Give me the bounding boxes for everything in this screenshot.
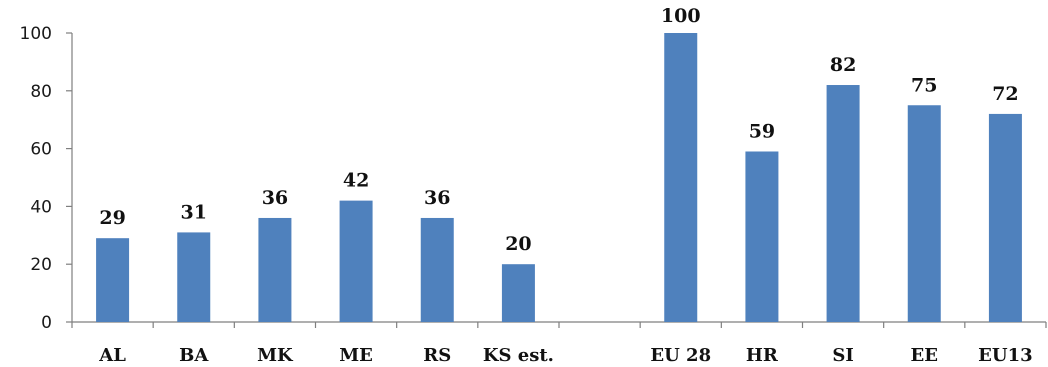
data-label: 42 bbox=[343, 170, 369, 192]
bar bbox=[339, 200, 373, 322]
x-tick-label: AL bbox=[98, 345, 126, 366]
x-tick-label: EU13 bbox=[978, 345, 1032, 366]
bar bbox=[258, 217, 292, 322]
x-tick-label: HR bbox=[746, 345, 779, 366]
data-label: 29 bbox=[99, 207, 125, 229]
y-tick-label: 60 bbox=[30, 140, 52, 160]
y-tick-label: 80 bbox=[30, 82, 52, 102]
x-tick-label: MK bbox=[257, 345, 294, 366]
data-label: 100 bbox=[661, 5, 701, 27]
data-label: 20 bbox=[505, 233, 531, 255]
x-tick-label: EU 28 bbox=[650, 345, 711, 366]
y-tick-label: 40 bbox=[30, 197, 52, 217]
data-labels: 29 31 36 42 36 20 100 59 82 75 72 bbox=[99, 5, 1018, 255]
data-label: 72 bbox=[992, 83, 1018, 105]
bar bbox=[177, 232, 211, 322]
bar bbox=[501, 264, 535, 322]
bars bbox=[96, 33, 1022, 323]
bar bbox=[745, 151, 779, 322]
bar bbox=[664, 33, 698, 322]
x-axis: AL BA MK ME RS KS est. EU 28 HR SI EE EU13 bbox=[71, 321, 1047, 366]
data-label: 36 bbox=[424, 187, 450, 209]
data-label: 75 bbox=[911, 74, 937, 96]
bar bbox=[420, 217, 454, 322]
x-tick-label: RS bbox=[423, 345, 451, 366]
x-tick-label: SI bbox=[832, 345, 853, 366]
data-label: 36 bbox=[262, 187, 288, 209]
bar bbox=[826, 85, 860, 323]
y-tick-label: 0 bbox=[41, 313, 52, 333]
bar bbox=[907, 105, 941, 322]
data-label: 82 bbox=[830, 54, 856, 76]
x-tick-label: BA bbox=[179, 345, 209, 366]
bar bbox=[988, 113, 1022, 322]
bar bbox=[96, 238, 130, 322]
x-tick-label: ME bbox=[339, 345, 373, 366]
y-axis: 0 20 40 60 80 100 bbox=[20, 24, 73, 333]
y-tick-label: 20 bbox=[30, 255, 52, 275]
data-label: 59 bbox=[749, 120, 775, 142]
x-tick-label: KS est. bbox=[483, 345, 554, 366]
data-label: 31 bbox=[181, 201, 207, 223]
x-tick-label: EE bbox=[911, 345, 938, 366]
y-tick-label: 100 bbox=[20, 24, 52, 44]
